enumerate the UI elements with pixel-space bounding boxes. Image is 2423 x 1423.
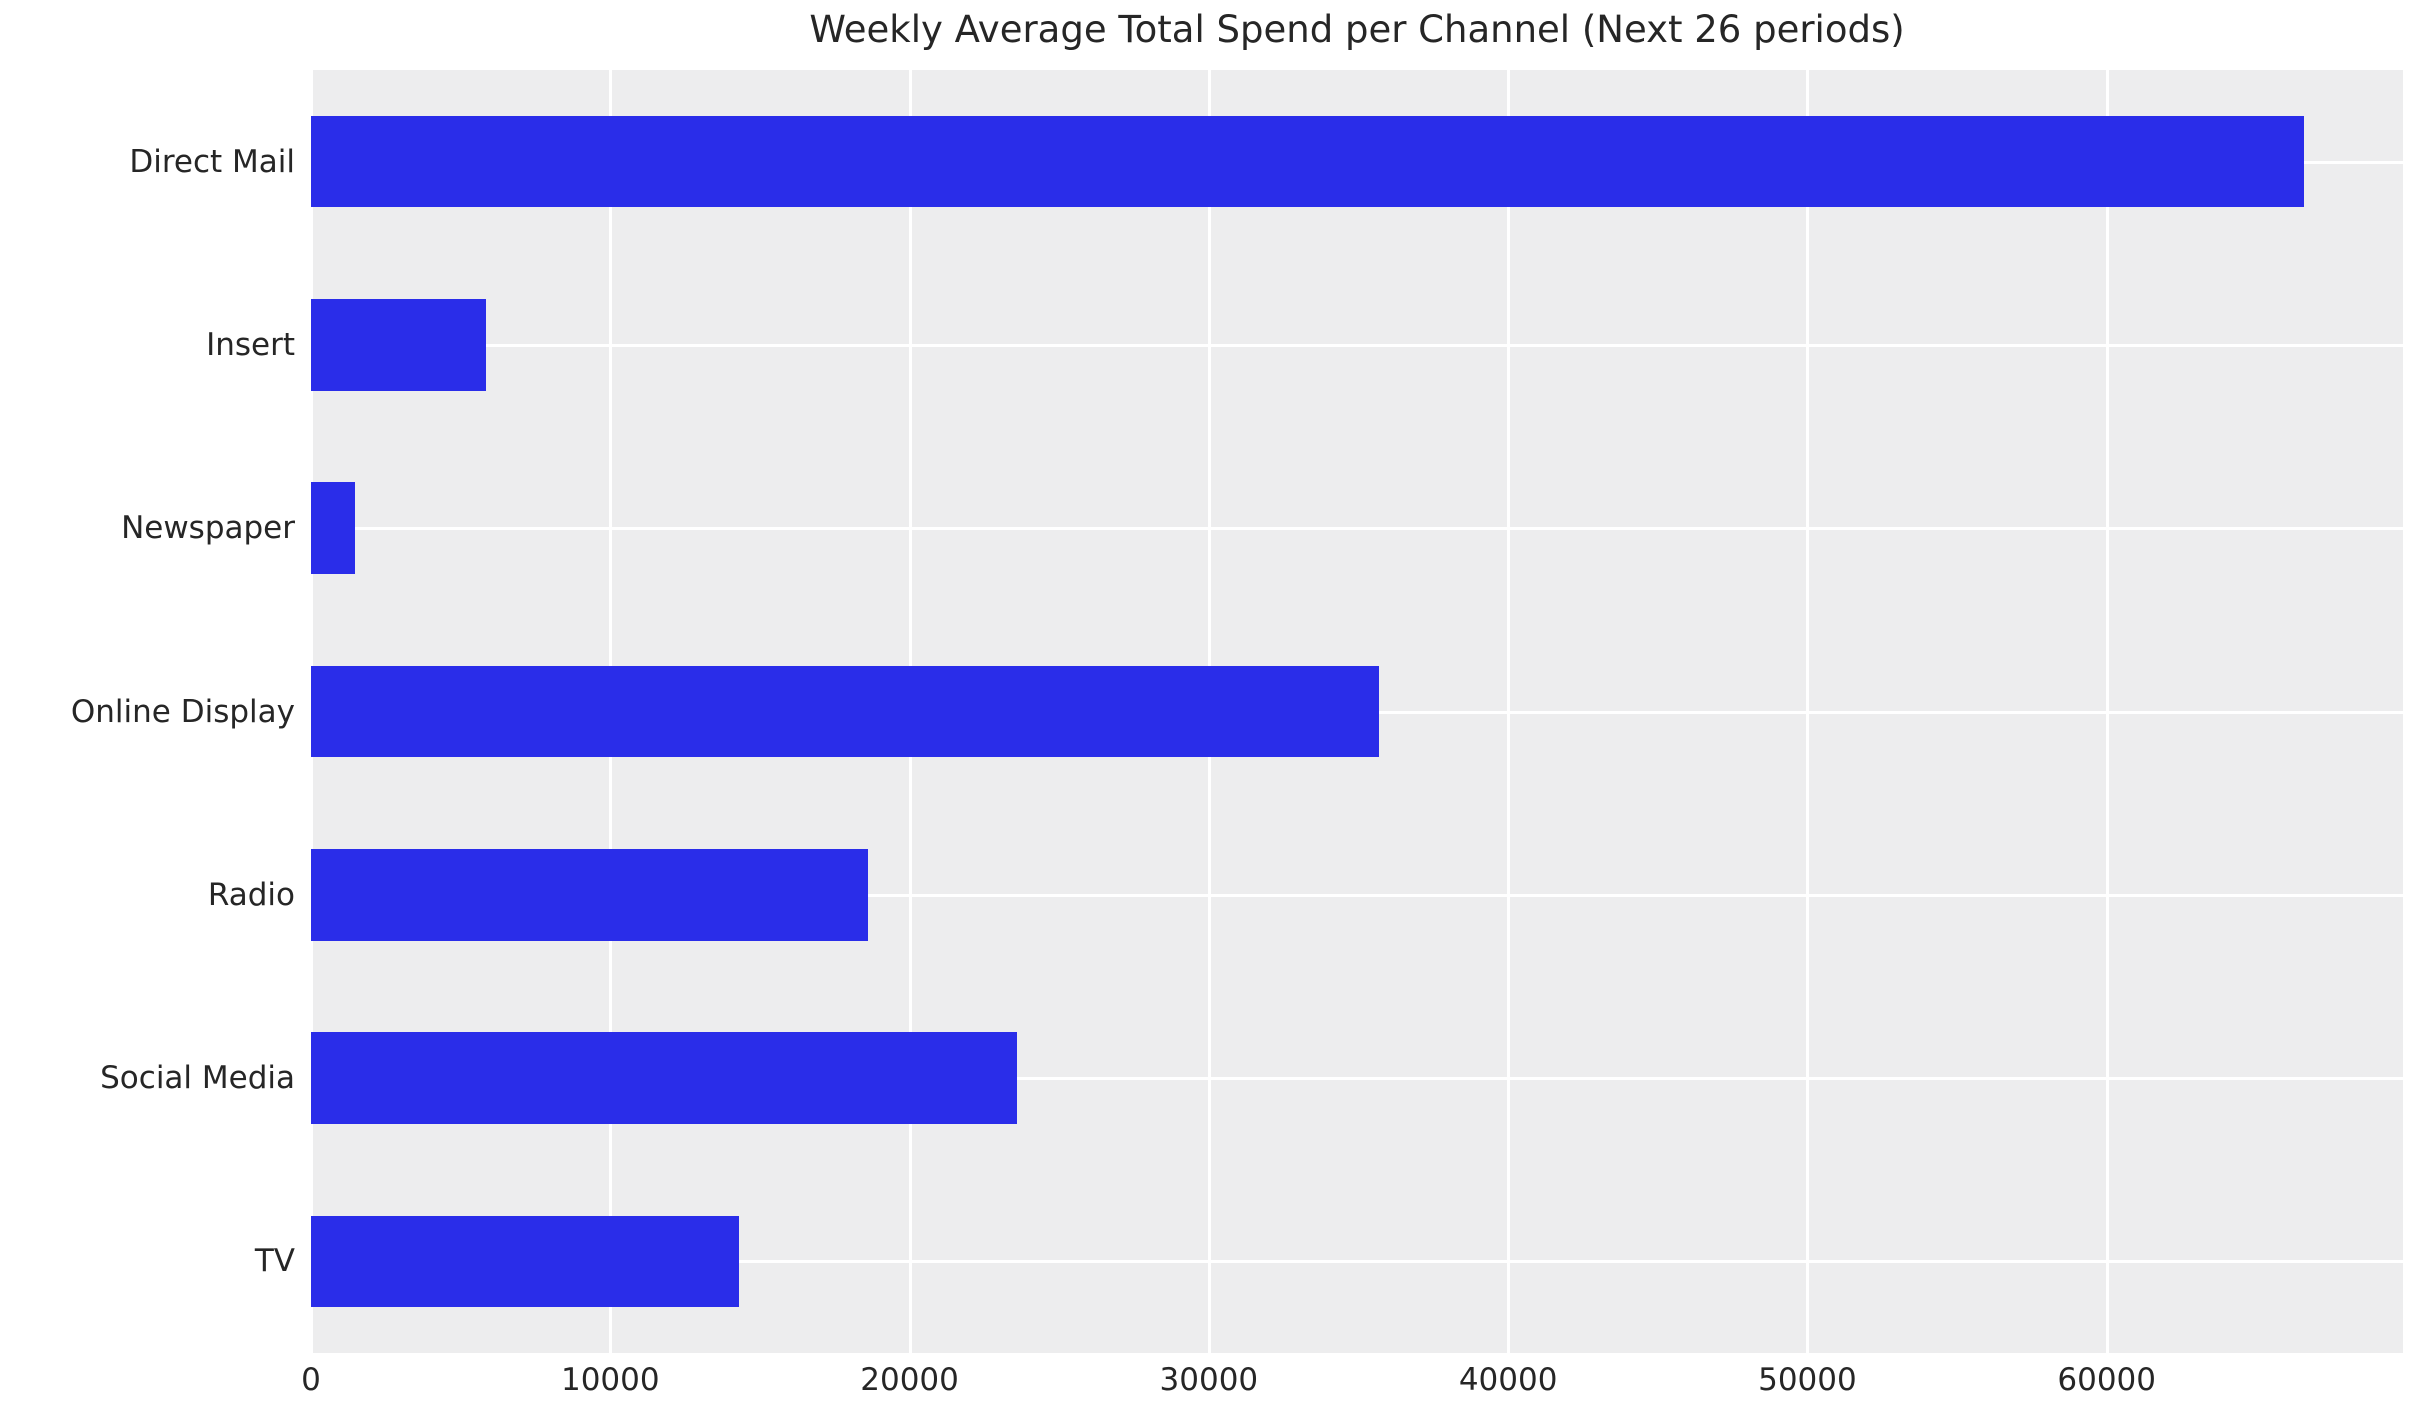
- y-gridline-1: [311, 343, 2403, 347]
- y-tick-label-social-media: Social Media: [100, 1060, 295, 1097]
- x-tick-label-50000: 50000: [1758, 1362, 1857, 1398]
- bar-insert: [311, 299, 487, 391]
- bar-radio: [311, 848, 868, 941]
- y-tick-label-direct-mail: Direct Mail: [129, 143, 295, 180]
- y-gridline-4: [311, 893, 2403, 897]
- x-tick-label-40000: 40000: [1458, 1362, 1558, 1398]
- y-tick-label-insert: Insert: [206, 326, 295, 363]
- bar-social-media: [311, 1032, 1018, 1124]
- bar-tv: [311, 1215, 739, 1308]
- y-tick-label-radio: Radio: [207, 876, 295, 913]
- bar-direct-mail: [311, 115, 2305, 208]
- x-tick-label-10000: 10000: [560, 1362, 660, 1398]
- y-gridline-5: [311, 1077, 2403, 1081]
- plot-area: [310, 70, 2403, 1353]
- y-tick-label-tv: TV: [254, 1243, 295, 1280]
- x-tick-label-20000: 20000: [860, 1362, 959, 1398]
- y-tick-label-online-display: Online Display: [70, 693, 295, 730]
- y-tick-label-newspaper: Newspaper: [121, 510, 295, 547]
- y-gridline-2: [311, 527, 2403, 531]
- bar-online-display: [311, 665, 1380, 758]
- y-gridline-6: [311, 1260, 2403, 1264]
- chart-title: Weekly Average Total Spend per Channel (…: [809, 8, 1905, 51]
- x-tick-label-60000: 60000: [2057, 1362, 2157, 1398]
- x-tick-label-30000: 30000: [1159, 1362, 1259, 1398]
- x-tick-label-0: 0: [301, 1362, 321, 1398]
- bar-newspaper: [311, 482, 355, 575]
